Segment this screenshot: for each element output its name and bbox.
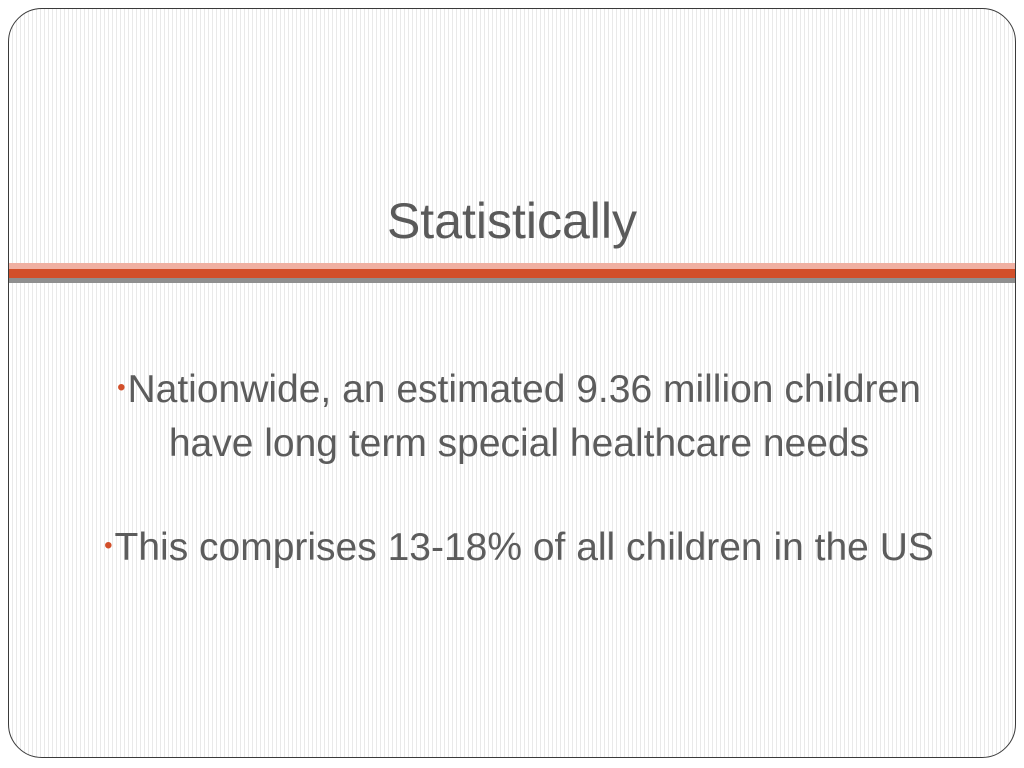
title-rule-light <box>9 263 1015 269</box>
bullet-dot-icon: • <box>117 374 126 401</box>
bullet-item: •This comprises 13-18% of all children i… <box>79 519 959 575</box>
slide-title: Statistically <box>386 193 638 249</box>
bullet-dot-icon: • <box>104 532 113 559</box>
bullet-item: •Nationwide, an estimated 9.36 million c… <box>79 361 959 471</box>
bullet-list: •Nationwide, an estimated 9.36 million c… <box>79 361 959 623</box>
bullet-text: Nationwide, an estimated 9.36 million ch… <box>127 368 921 465</box>
bullet-text: This comprises 13-18% of all children in… <box>114 526 934 569</box>
title-rule-accent <box>9 269 1015 278</box>
title-rule-gray <box>9 278 1015 283</box>
slide: Statistically •Nationwide, an estimated … <box>8 8 1016 758</box>
